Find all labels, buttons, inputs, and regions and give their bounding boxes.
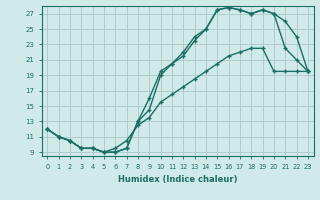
X-axis label: Humidex (Indice chaleur): Humidex (Indice chaleur): [118, 175, 237, 184]
